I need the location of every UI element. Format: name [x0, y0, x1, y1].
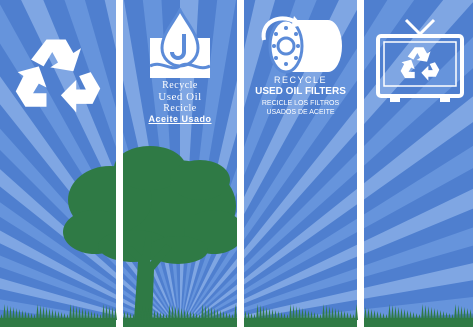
recycle-icon [15, 39, 101, 113]
caption-en-line1: RECYCLE [273, 75, 327, 85]
caption-en-line2: Used Oil [158, 91, 202, 103]
tv-recycle-icon [376, 18, 464, 102]
oil-drop-icon [149, 8, 211, 78]
caption-es-line2: USADOS DE ACEITE [266, 109, 335, 116]
caption-es-line1: Recicle [163, 103, 197, 114]
caption-en-line2: USED OIL FILTERS [255, 86, 346, 97]
oil-filter-icon [261, 16, 342, 74]
banner-recycle-electronics [364, 0, 473, 327]
caption-en-line1: Recycle [162, 80, 198, 91]
caption-es-line1: RECICLE LOS FILTROS [261, 100, 340, 107]
banner-recycle-oil-filters: RECYCLE USED OIL FILTERS RECICLE LOS FIL… [244, 0, 357, 327]
caption-es-line2: Aceite Usado [148, 114, 212, 124]
